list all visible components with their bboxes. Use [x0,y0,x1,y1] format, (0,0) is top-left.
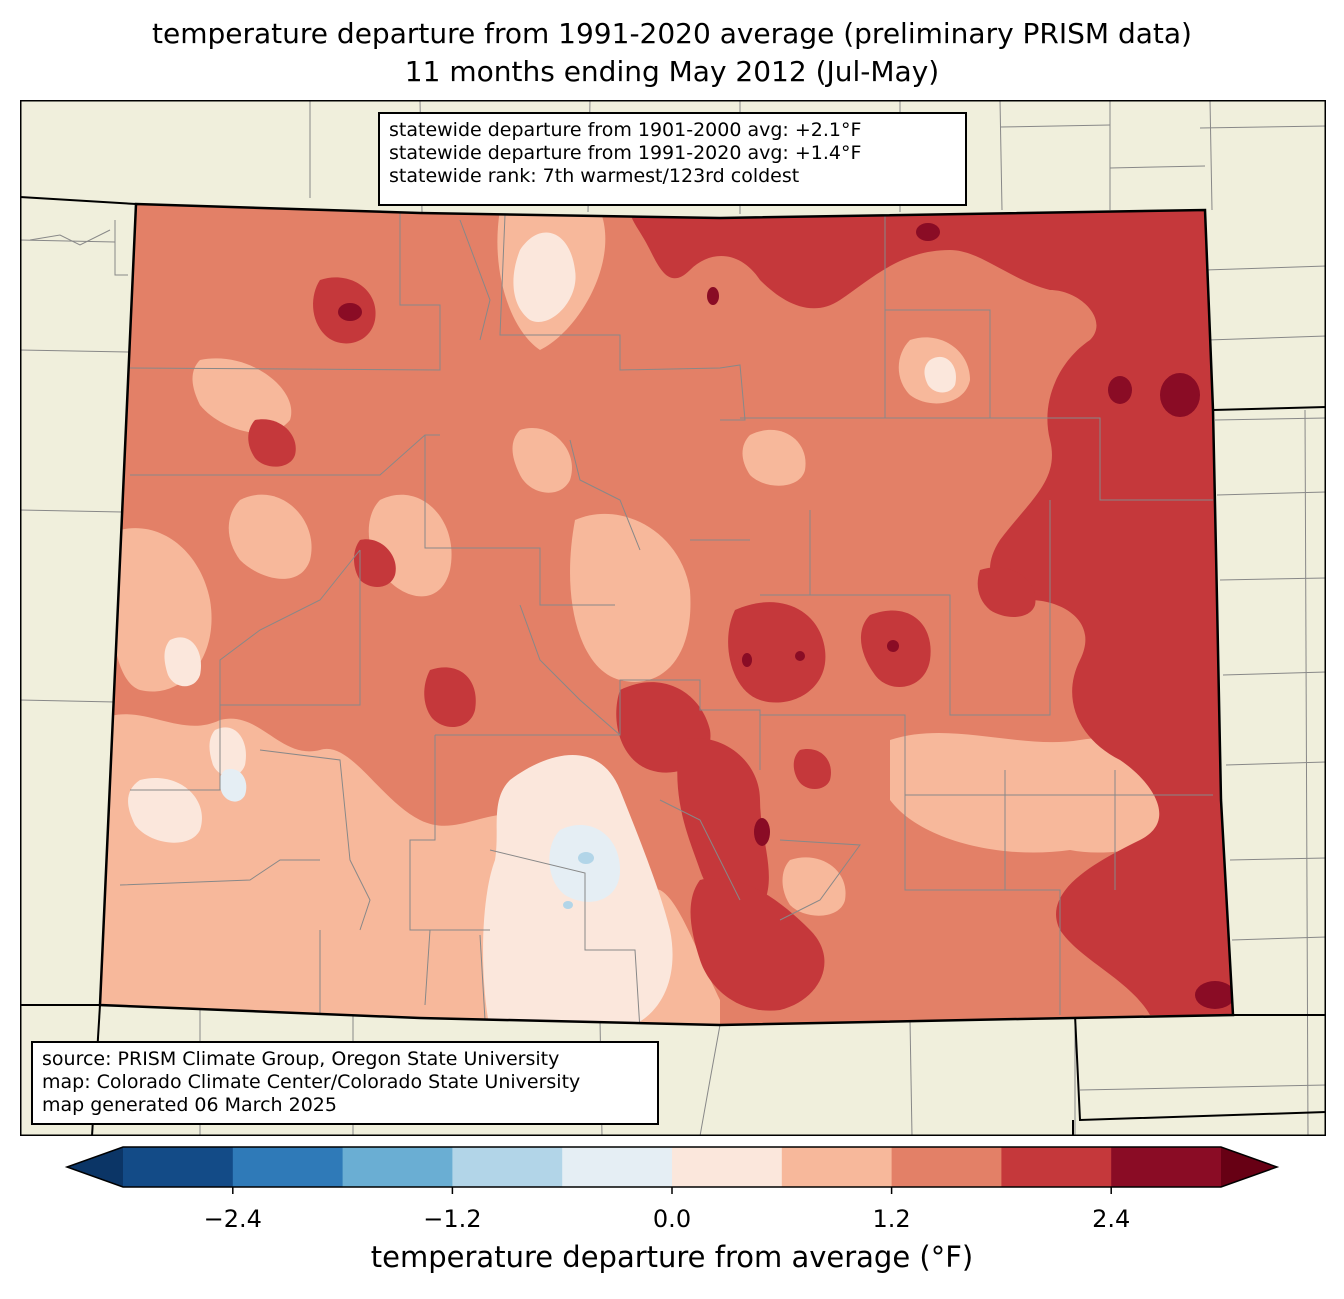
stats-rank: statewide rank: 7th warmest/123rd coldes… [389,165,800,187]
temperature-field [100,204,1233,1025]
colorbar-bin-2 [232,1147,344,1187]
colorbar-under-arrow [67,1147,123,1187]
colorbar-over-arrow [1221,1147,1277,1187]
colorbar-tick-label: 0.0 [652,1205,692,1233]
colorbar-tick-label: −1.2 [423,1205,482,1233]
map-credit-line: map: Colorado Climate Center/Colorado St… [42,1071,581,1093]
colorbar-bin-5 [562,1147,673,1187]
colorbar-bin-10 [1111,1147,1222,1187]
colorbar-bin-8 [891,1147,1002,1187]
colorbar-tick-label: 1.2 [872,1205,911,1233]
colorado-border [98,202,1235,1027]
source-credits-box: source: PRISM Climate Group, Oregon Stat… [31,1041,659,1125]
map-subtitle: 11 months ending May 2012 (Jul-May) [404,55,940,88]
stats-departure-1991-2020: statewide departure from 1991-2020 avg: … [389,142,862,164]
colorbar-bin-7 [781,1147,893,1187]
colorbar-bin-6 [672,1147,783,1187]
colorbar-bin-9 [1001,1147,1112,1187]
colorbar-outline [64,1146,1280,1188]
stats-departure-1901-2000: statewide departure from 1901-2000 avg: … [389,119,862,141]
map-title: temperature departure from 1991-2020 ave… [152,17,1192,50]
colorbar-bin-4 [452,1147,563,1187]
generated-date-line: map generated 06 March 2025 [42,1094,337,1116]
map-panel [20,100,1326,1136]
map-frame-border [20,100,1326,1136]
statewide-stats-box: statewide departure from 1901-2000 avg: … [378,112,967,206]
colorbar [64,1146,1280,1194]
colorbar-bin-3 [342,1147,453,1187]
colorbar-label: temperature departure from average (°F) [370,1240,974,1274]
colorbar-tick-label: 2.4 [1092,1205,1131,1233]
source-line: source: PRISM Climate Group, Oregon Stat… [42,1048,560,1070]
colorbar-tick-label: −2.4 [203,1205,262,1233]
colorbar-bin-1 [123,1147,234,1187]
